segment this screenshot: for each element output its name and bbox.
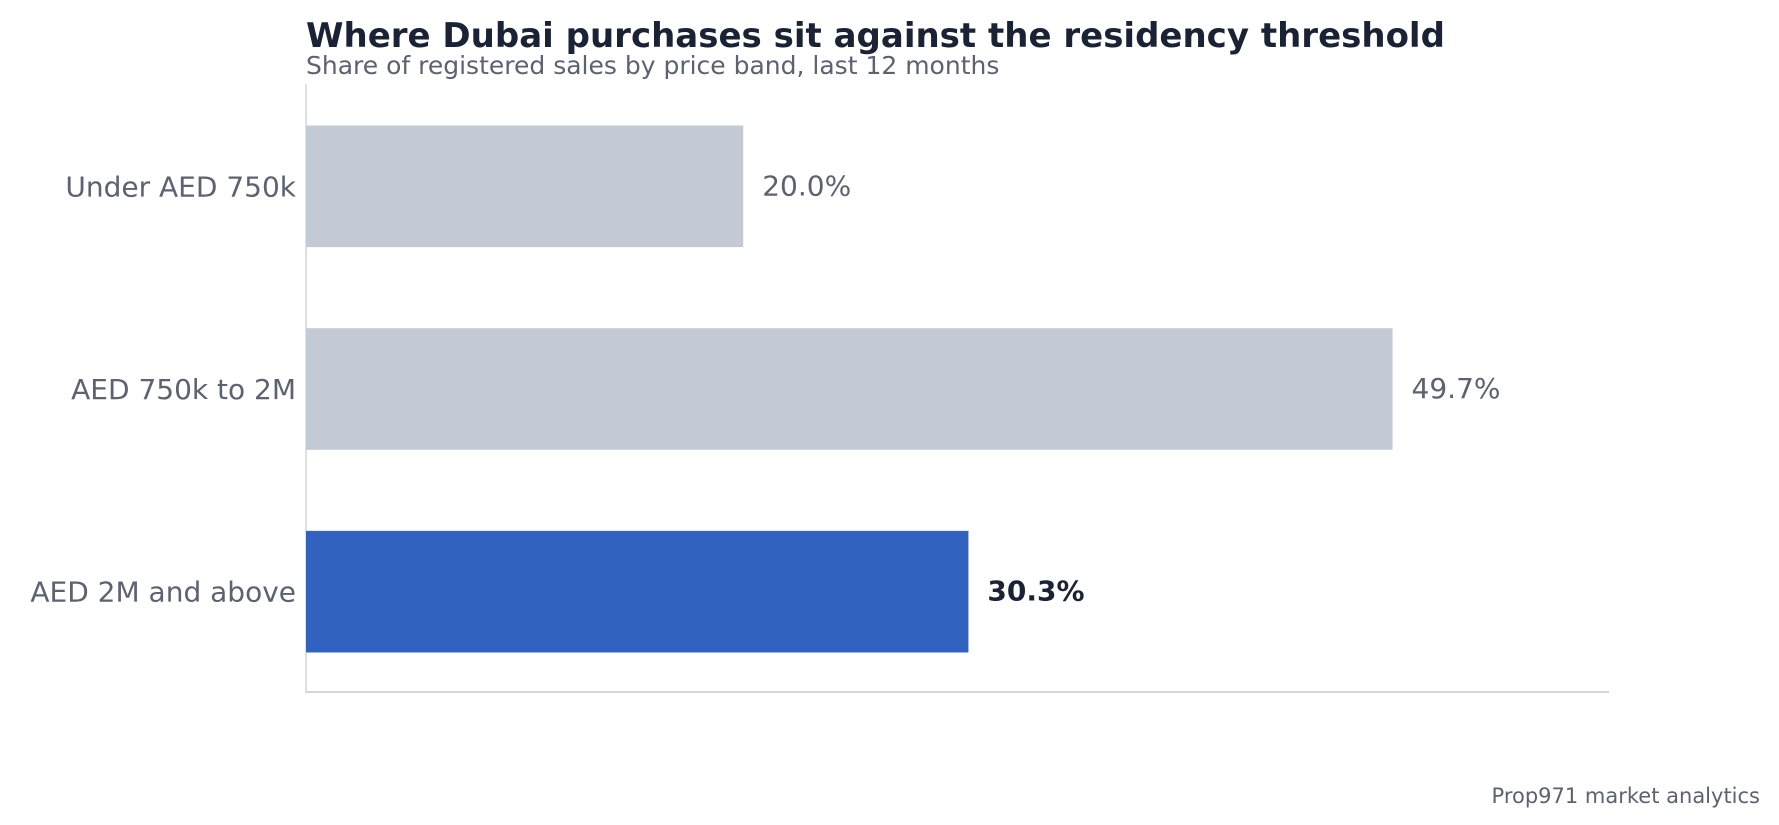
category-label-3: AED 2M and above [30,576,296,609]
value-label-2: 49.7% [1412,372,1501,405]
category-label-1: Under AED 750k [65,170,296,203]
source-note: Prop971 market analytics [1492,784,1760,808]
category-label-2: AED 750k to 2M [71,373,296,406]
bars-group: Under AED 750k 20.0% AED 750k to 2M 49.7% AE… [30,125,1501,653]
bar-3 [306,530,969,653]
bar-1 [306,125,744,248]
chart-subtitle: Share of registered sales by price band,… [306,51,999,80]
chart-title: Where Dubai purchases sit against the re… [306,16,1445,56]
bar-2 [306,328,1393,450]
value-label-3: 30.3% [987,575,1084,608]
value-label-1: 20.0% [762,169,851,202]
